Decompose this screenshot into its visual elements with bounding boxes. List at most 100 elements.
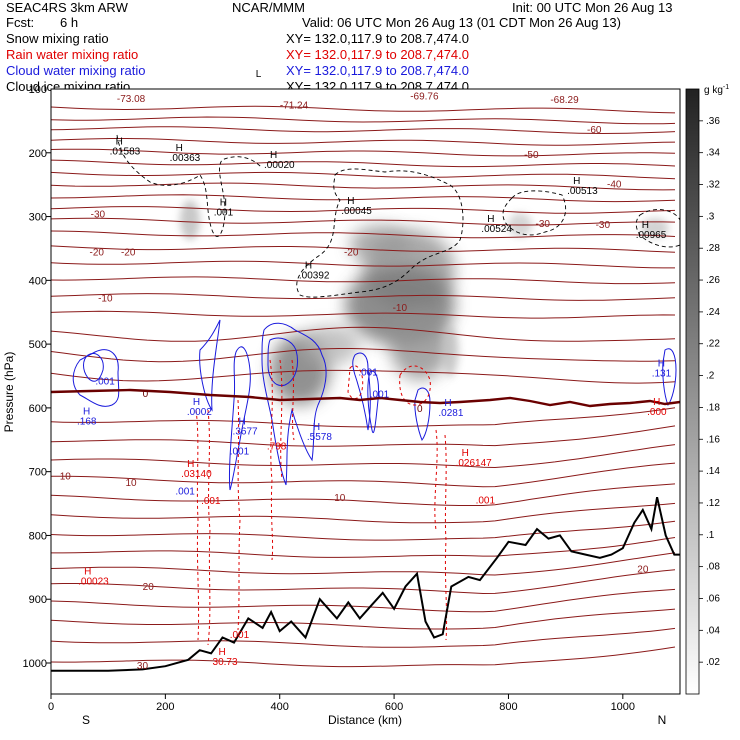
extremum-label: H.0002 [187,397,212,418]
colorbar-tick-label: .02 [706,657,720,668]
extremum-value: .798 [267,441,287,452]
isotherm-line [51,444,676,469]
isotherm-label: -73.08 [117,94,146,105]
isotherm-line [51,105,676,114]
extremum-label: H.3677 [233,417,258,438]
isotherm-line [51,293,676,301]
isotherm-label: -71.24 [280,100,309,111]
x-tick-label: 0 [48,701,54,713]
isotherm-line [51,483,676,506]
extremum-symbol: H [658,359,665,370]
isotherm-line [51,148,676,157]
extremum-label: .001 [230,630,250,641]
extremum-label: .001 [95,376,115,387]
isotherm-line [51,348,676,363]
x-axis-south-label: S [82,713,90,727]
colorbar-tick-label: .04 [706,625,720,636]
x-tick-label: 1000 [611,701,635,713]
ice-contour-left [116,134,263,237]
isotherm-line [51,425,676,447]
y-tick-label: 100 [29,84,47,96]
isotherm-line [51,569,676,595]
extremum-label: H30.73 [213,647,238,668]
forecast-label: Fcst: [6,15,34,30]
colorbar-tick-label: .12 [706,498,720,509]
isotherm-label: 10 [125,478,137,489]
colorbar-tick-label: .22 [706,339,720,350]
colorbar-tick-label: .1 [706,530,715,541]
isotherm-label: -69.76 [410,91,439,102]
isotherm-line [51,608,676,630]
isotherm-label: -10 [98,294,113,305]
isotherm-label: 10 [60,471,72,482]
extremum-symbol: H [116,137,123,148]
extremum-value: .00524 [481,224,512,235]
temperature-contours [51,105,676,668]
extremum-value: .3677 [233,427,258,438]
contour-labels: -73.08 -71.24 -69.76 -68.29 -60 -50 -40 -30 -30 -… [60,91,649,672]
y-tick-label: 400 [29,275,47,287]
isotherm-line [51,260,675,269]
extremum-value: 30.73 [213,657,238,668]
isotherm-line [51,206,676,214]
extremum-value: .00513 [567,186,598,197]
extremum-value: .0281 [438,408,463,419]
cloud-water-contours [72,319,677,491]
colorbar-tick-label: .2 [706,371,715,382]
isotherm-label: -60 [587,125,602,136]
extremum-value: .00020 [264,160,295,171]
extremum-value: .00363 [170,153,201,164]
isotherm-label: 30 [137,661,149,672]
extremum-value: .000 [647,407,667,418]
extremum-label: H.168 [77,406,97,427]
isotherm-line [51,588,676,613]
cloud-water-left [72,349,120,407]
isotherm-label: -40 [607,179,622,190]
extremum-value: .001 [214,207,234,218]
extremum-label: H.01583 [110,137,141,158]
extremum-label: H.00392 [299,260,330,281]
field-label-snow: Snow mixing ratio [6,31,109,46]
extremum-label: H.0281 [438,398,463,419]
extremum-symbol: H [187,459,194,470]
extremum-label: H.000 [647,397,667,418]
extremum-label: .001 [358,367,378,378]
extremum-value: .001 [230,630,250,641]
extremum-label: H.00513 [567,176,598,197]
distance-axis: 0 200 400 600 800 1000 [48,694,635,713]
colorbar-units: g kg-1 [704,84,729,96]
y-tick-label: 300 [29,212,47,224]
isotherm-label: 0 [143,389,149,400]
extremum-value: .001 [95,376,115,387]
y-tick-label: 1000 [23,658,47,670]
pressure-axis: 100 200 300 400 500 600 700 800 900 1000 [23,84,51,670]
ice-contour-far-right [635,209,680,248]
isotherm-line [51,230,676,239]
isotherm-line [51,171,676,180]
isotherm-label: -20 [121,248,136,259]
extremum-label: .001 [230,446,250,457]
extremum-label: H.00045 [341,196,372,217]
extremum-label: H.00524 [481,214,512,235]
extremum-label: H.03140 [181,459,212,480]
y-tick-label: 500 [29,339,47,351]
isotherm-label: -20 [344,248,359,259]
extremum-label: .798 [267,441,287,452]
isotherm-line [51,627,676,648]
extremum-value: .001 [230,446,250,457]
isotherm-line [51,462,676,488]
extremum-symbol: H [347,196,354,207]
x-axis-north-label: N [658,713,667,727]
extremum-value: .00392 [299,270,330,281]
colorbar-tick-label: .3 [706,211,715,222]
extremum-value: .001 [175,487,195,498]
extremum-symbol: H [642,220,649,231]
init-time: Init: 00 UTC Mon 26 Aug 13 [512,0,672,15]
extremum-value: .0002 [187,407,212,418]
colorbar-ramp [685,88,700,695]
y-tick-label: 700 [29,467,47,479]
colorbar: g kg-1 .36 .34 .32 .3 .28 .26 .24 .22 .2 .18 .16 .1… [685,84,729,695]
colorbar-tick-label: .34 [706,148,720,159]
extremum-value: .00023 [78,577,109,588]
extremum-value: .001 [201,496,221,507]
